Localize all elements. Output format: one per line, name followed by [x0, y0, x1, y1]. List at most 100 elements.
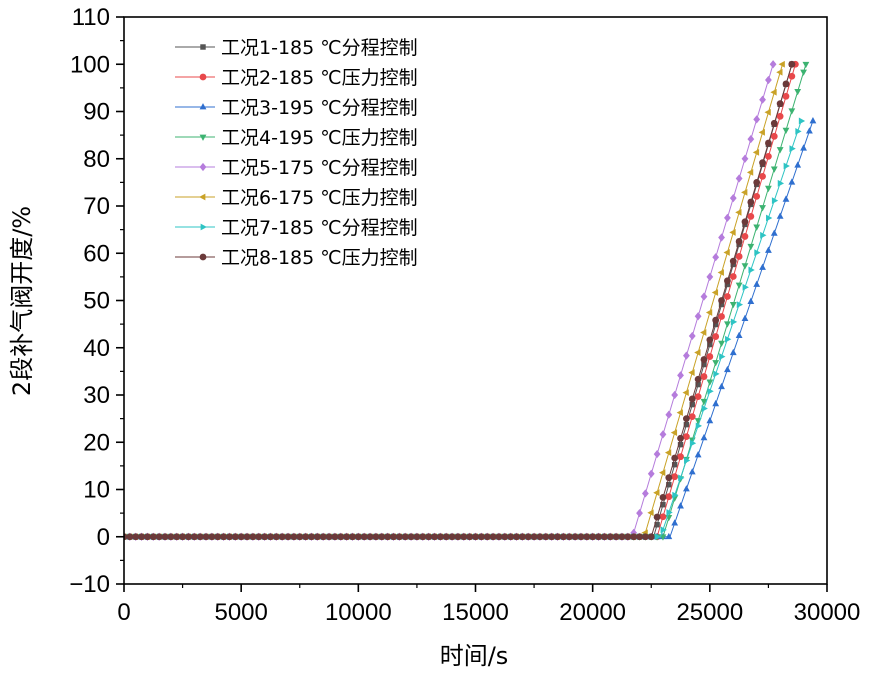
- series-1-marker: [671, 461, 678, 468]
- series-7-marker: [707, 387, 714, 395]
- series-8-marker: [419, 533, 427, 541]
- series-3-marker: [776, 212, 784, 219]
- y-tick-label: 110: [72, 4, 110, 31]
- y-tick-label: 50: [83, 288, 110, 315]
- legend-marker: [199, 162, 207, 172]
- series-4-marker: [788, 108, 796, 115]
- y-tick-label: 40: [83, 335, 110, 362]
- series-7-marker: [748, 266, 755, 274]
- series-7-marker: [789, 145, 796, 153]
- y-tick-label: 70: [83, 193, 110, 220]
- series-2-marker: [683, 433, 690, 441]
- series-1-marker: [666, 481, 672, 488]
- series-8-marker: [753, 178, 761, 186]
- series-5-marker: [753, 115, 761, 124]
- x-tick-label: 30000: [794, 599, 861, 626]
- series-4-marker: [718, 340, 725, 348]
- y-tick-label: 20: [83, 429, 110, 456]
- series-5-marker: [688, 331, 696, 341]
- series-5-marker: [647, 469, 655, 478]
- series-8-marker: [565, 533, 573, 541]
- series-8-marker: [214, 533, 222, 541]
- series-8-marker: [390, 533, 397, 541]
- series-8-marker: [278, 533, 286, 541]
- series-3-marker: [741, 314, 749, 322]
- series-8-marker: [653, 513, 661, 521]
- series-3-marker: [718, 382, 725, 390]
- series-4-marker: [735, 282, 743, 289]
- series-4-marker: [802, 61, 810, 69]
- series-8-marker: [243, 533, 251, 541]
- series-3-marker: [706, 416, 714, 424]
- series-8-marker: [343, 533, 351, 541]
- series-8-marker: [167, 533, 175, 541]
- series-3-marker: [694, 451, 702, 458]
- series-2-marker: [782, 92, 790, 100]
- legend-item: 工况7-185 ℃分程控制: [175, 217, 418, 239]
- series-5-marker: [677, 371, 684, 380]
- series-7-marker: [695, 422, 703, 430]
- series-8-marker: [595, 533, 602, 541]
- series-8-marker: [677, 434, 684, 442]
- series-8-marker: [747, 198, 755, 206]
- series-3-marker: [724, 365, 731, 373]
- series-8-marker: [513, 533, 520, 541]
- legend-marker: [199, 73, 207, 81]
- series-7-marker: [678, 474, 685, 482]
- series-4-marker: [753, 224, 761, 231]
- series-8-marker: [448, 533, 456, 541]
- series-2-marker: [659, 513, 667, 521]
- legend-marker: [199, 134, 207, 141]
- series-7-marker: [777, 179, 785, 187]
- series-2-marker: [671, 473, 679, 481]
- series-7-marker: [795, 127, 802, 135]
- series-8-marker: [126, 533, 134, 541]
- series-7-line: [124, 120, 802, 538]
- series-8-marker: [770, 119, 778, 127]
- series-8-marker: [665, 474, 673, 482]
- series-6-marker: [723, 249, 730, 256]
- series-2-marker: [712, 333, 720, 340]
- series-8-marker: [712, 316, 720, 324]
- series-2-marker: [770, 132, 778, 140]
- legend-item: 工况4-195 ℃压力控制: [175, 127, 418, 149]
- series-8-marker: [308, 533, 315, 541]
- series-8-marker: [612, 533, 620, 541]
- series-8-marker: [267, 533, 274, 541]
- series-8-marker: [700, 356, 708, 363]
- series-5-marker: [724, 213, 731, 222]
- y-tick-label: 10: [83, 477, 110, 504]
- series-2-marker: [788, 72, 796, 80]
- series-8-marker: [729, 257, 737, 265]
- series-8-marker: [759, 159, 766, 167]
- series-3-marker: [770, 229, 778, 236]
- series-8-marker: [776, 100, 784, 108]
- legend-marker: [199, 253, 207, 261]
- series-8-marker: [706, 336, 714, 344]
- series-5-marker: [700, 292, 708, 301]
- series-8-marker: [296, 533, 304, 541]
- series-4-marker: [724, 321, 731, 328]
- series-6-marker: [705, 309, 713, 316]
- series-4-marker: [765, 185, 772, 193]
- series-6-marker: [711, 289, 719, 296]
- series-8-marker: [542, 533, 550, 541]
- series-3-marker: [794, 161, 802, 168]
- series-1-marker: [660, 501, 666, 508]
- series-6-marker: [741, 188, 748, 196]
- legend-item: 工况3-195 ℃分程控制: [175, 97, 418, 119]
- series-2-marker: [724, 293, 731, 300]
- series-8-marker: [659, 493, 667, 501]
- legend-label: 工况2-185 ℃压力控制: [221, 67, 418, 89]
- series-8-marker: [202, 533, 210, 541]
- series-3-line: [124, 120, 814, 538]
- series-8-marker: [436, 533, 444, 541]
- series-6-marker: [670, 429, 678, 437]
- series-7-marker: [771, 197, 779, 205]
- series-8-marker: [220, 533, 227, 541]
- series-7-marker: [730, 318, 738, 326]
- series-7-marker: [684, 457, 691, 464]
- series-6-marker: [729, 229, 736, 236]
- series-7-marker: [719, 353, 726, 360]
